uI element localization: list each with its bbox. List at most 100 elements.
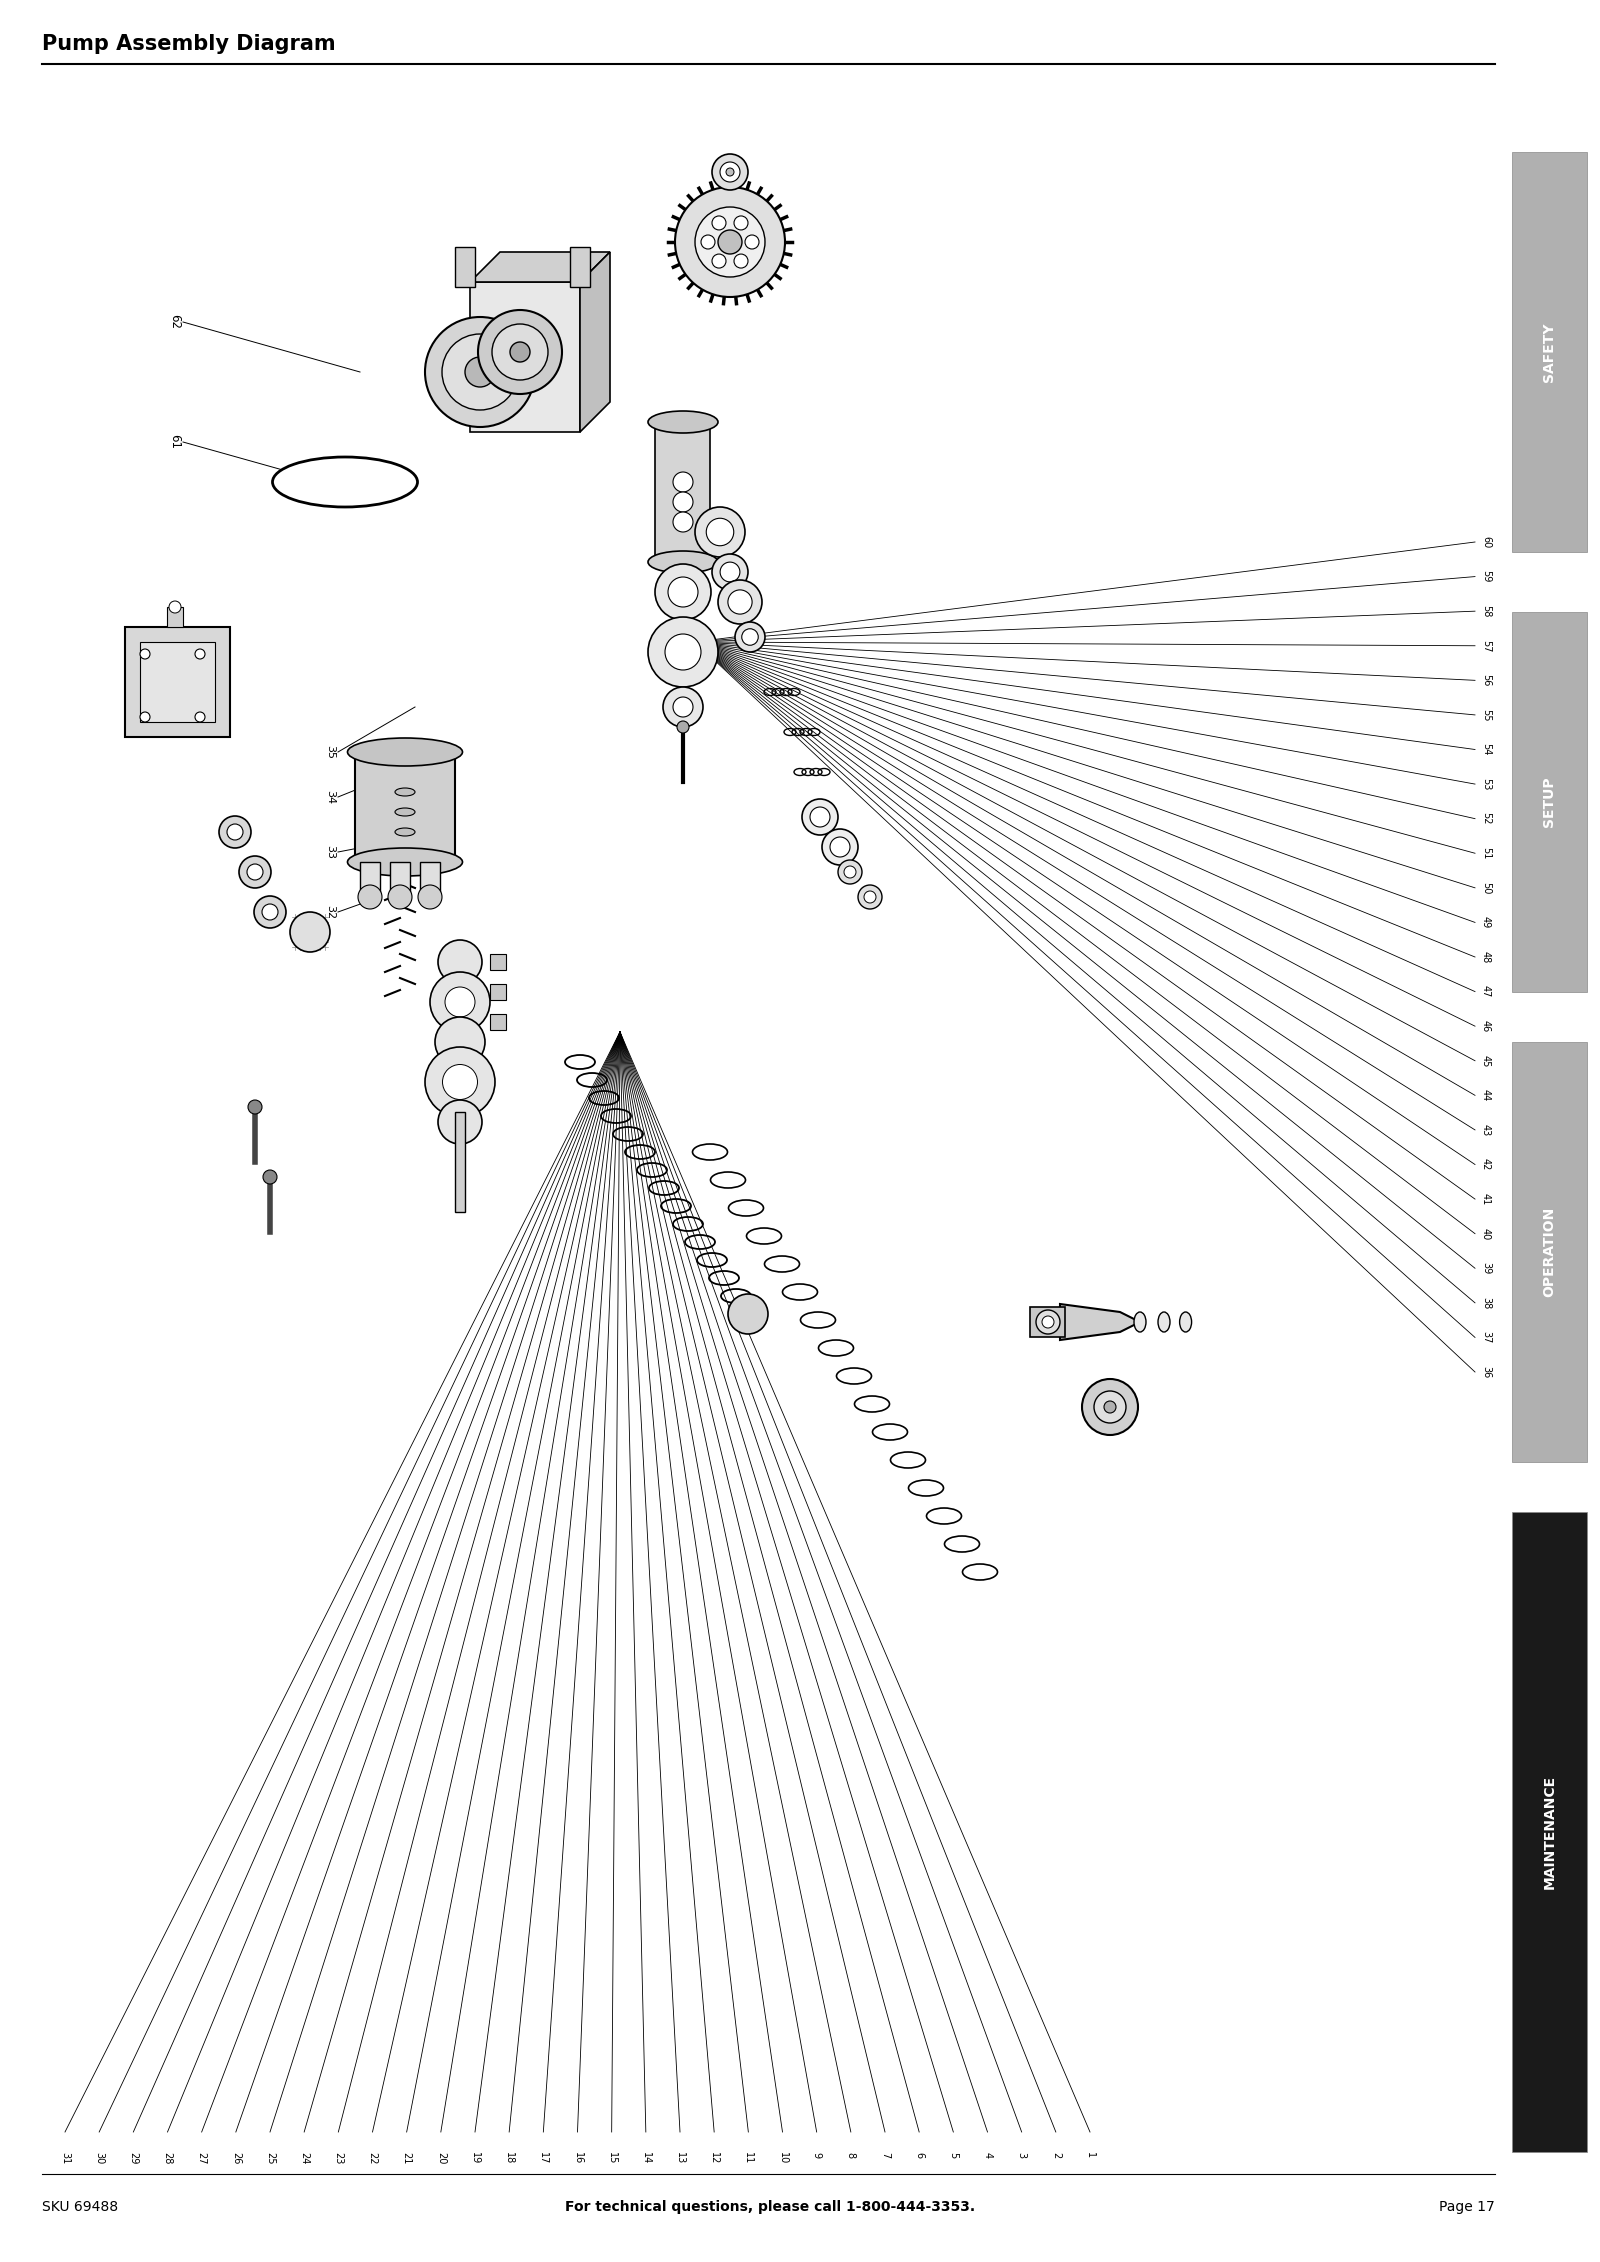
Text: 39: 39 [1482, 1262, 1491, 1274]
Text: 53: 53 [1482, 778, 1491, 789]
Circle shape [1082, 1380, 1138, 1434]
Polygon shape [1059, 1303, 1139, 1339]
Circle shape [718, 231, 742, 253]
Text: 24: 24 [299, 2151, 309, 2165]
Text: 16: 16 [573, 2151, 582, 2165]
Polygon shape [654, 423, 710, 561]
Text: 2: 2 [1051, 2151, 1061, 2158]
Bar [490, 955, 506, 970]
Bar [1512, 1511, 1587, 2151]
Text: 45: 45 [1482, 1054, 1491, 1068]
Circle shape [718, 579, 762, 624]
Text: 1: 1 [1085, 2151, 1094, 2158]
Circle shape [810, 808, 830, 828]
Circle shape [648, 618, 718, 688]
Circle shape [712, 554, 749, 590]
Circle shape [746, 235, 758, 249]
Circle shape [734, 622, 765, 651]
Circle shape [654, 563, 710, 620]
Circle shape [1037, 1310, 1059, 1335]
Text: 56: 56 [1482, 674, 1491, 688]
Text: 42: 42 [1482, 1158, 1491, 1172]
Text: 37: 37 [1482, 1332, 1491, 1344]
Circle shape [1094, 1391, 1126, 1423]
Circle shape [802, 798, 838, 835]
Circle shape [443, 1065, 477, 1099]
Circle shape [706, 518, 734, 545]
Polygon shape [579, 251, 610, 432]
Circle shape [262, 905, 278, 921]
Ellipse shape [1179, 1312, 1192, 1332]
Circle shape [1042, 1316, 1054, 1328]
Circle shape [712, 253, 726, 269]
Circle shape [1104, 1400, 1117, 1414]
Bar [454, 1113, 466, 1212]
Text: 31: 31 [61, 2151, 70, 2165]
Circle shape [830, 837, 850, 857]
Polygon shape [470, 251, 610, 283]
Circle shape [442, 335, 518, 409]
Circle shape [466, 357, 494, 387]
Bar [1512, 1043, 1587, 1461]
Text: Page 17: Page 17 [1440, 2201, 1494, 2214]
Circle shape [674, 493, 693, 511]
Text: 40: 40 [1482, 1228, 1491, 1240]
Circle shape [510, 342, 530, 362]
Text: 18: 18 [504, 2151, 514, 2165]
Text: 29: 29 [128, 2151, 138, 2165]
Text: 23: 23 [333, 2151, 344, 2165]
Text: 33: 33 [325, 846, 334, 860]
Ellipse shape [395, 828, 414, 837]
Bar [141, 642, 214, 722]
Circle shape [734, 215, 749, 231]
Circle shape [430, 973, 490, 1031]
Text: 57: 57 [1482, 640, 1491, 651]
Ellipse shape [395, 787, 414, 796]
Text: 19: 19 [470, 2151, 480, 2165]
Bar [454, 247, 475, 287]
Ellipse shape [395, 808, 414, 817]
Circle shape [742, 629, 758, 645]
Circle shape [418, 884, 442, 909]
Text: 50: 50 [1482, 882, 1491, 893]
Ellipse shape [1158, 1312, 1170, 1332]
Bar [1512, 152, 1587, 552]
Text: 44: 44 [1482, 1090, 1491, 1102]
Text: SAFETY: SAFETY [1542, 321, 1557, 382]
Text: 35: 35 [325, 744, 334, 760]
Text: 9: 9 [811, 2151, 822, 2158]
Bar [1512, 613, 1587, 993]
Text: 58: 58 [1482, 604, 1491, 618]
Circle shape [426, 317, 534, 428]
Ellipse shape [347, 737, 462, 767]
Circle shape [141, 649, 150, 658]
Circle shape [219, 817, 251, 848]
Text: 55: 55 [1482, 708, 1491, 722]
Circle shape [238, 855, 270, 889]
Circle shape [170, 602, 181, 613]
Text: 47: 47 [1482, 986, 1491, 998]
Text: 7: 7 [880, 2151, 890, 2158]
Text: 11: 11 [744, 2151, 754, 2165]
Polygon shape [470, 283, 579, 432]
Bar [490, 984, 506, 1000]
Circle shape [845, 866, 856, 878]
Text: 25: 25 [266, 2151, 275, 2165]
Ellipse shape [1134, 1312, 1146, 1332]
Text: 34: 34 [325, 789, 334, 803]
Text: 14: 14 [642, 2151, 651, 2165]
Bar [570, 247, 590, 287]
Circle shape [677, 722, 690, 733]
Circle shape [720, 561, 739, 581]
Text: 38: 38 [1482, 1296, 1491, 1310]
Text: 46: 46 [1482, 1020, 1491, 1031]
Circle shape [426, 1047, 494, 1117]
Circle shape [262, 1169, 277, 1183]
Bar [360, 862, 381, 898]
Text: 17: 17 [538, 2151, 549, 2165]
Text: 59: 59 [1482, 570, 1491, 584]
Text: 21: 21 [402, 2151, 411, 2165]
Circle shape [227, 823, 243, 839]
Bar [1030, 1307, 1066, 1337]
Circle shape [387, 884, 413, 909]
